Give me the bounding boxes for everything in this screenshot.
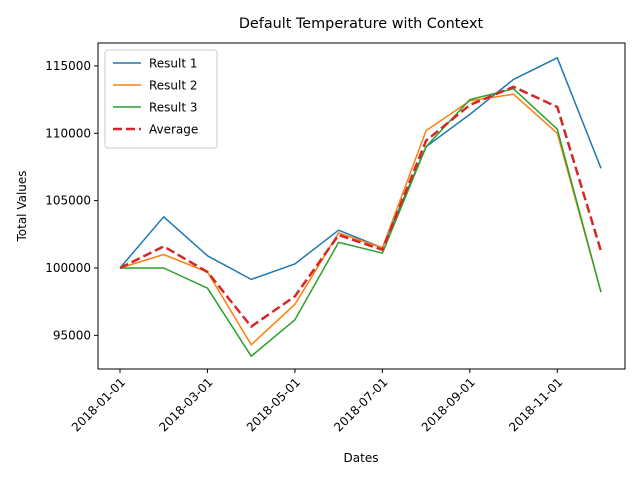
chart-title: Default Temperature with Context	[239, 16, 484, 32]
y-axis-label: Total Values	[15, 170, 29, 242]
series-layer	[119, 57, 603, 357]
y-tick-label: 100000	[45, 261, 91, 275]
legend-label: Result 3	[149, 101, 198, 115]
x-tick-label: 2018-05-01	[244, 375, 303, 434]
x-tick-label: 2018-11-01	[506, 375, 565, 434]
x-axis-label: Dates	[344, 451, 379, 465]
y-tick-label: 105000	[45, 194, 91, 208]
legend-label: Result 1	[149, 57, 198, 71]
x-tick-label: 2018-03-01	[156, 375, 215, 434]
y-tick-label: 115000	[45, 59, 91, 73]
x-axis: 2018-01-01 2018-03-01 2018-05-01 2018-07-01…	[69, 369, 565, 434]
series-line-result-1	[119, 57, 602, 281]
legend-label: Average	[149, 123, 198, 137]
plot-frame	[97, 42, 626, 370]
legend: Result 1 Result 2 Result 3 Average	[104, 49, 218, 149]
series-line-result-3	[120, 88, 602, 357]
x-tick-label: 2018-09-01	[419, 375, 478, 434]
y-axis: 95000 100000 105000 110000 115000	[45, 59, 98, 342]
x-tick-label: 2018-07-01	[331, 375, 390, 434]
series-line-average	[119, 85, 603, 328]
y-tick-label: 110000	[45, 126, 91, 140]
legend-label: Result 2	[149, 79, 198, 93]
legend-box	[104, 49, 218, 149]
y-tick-label: 95000	[53, 328, 91, 342]
x-tick-label: 2018-01-01	[69, 375, 128, 434]
